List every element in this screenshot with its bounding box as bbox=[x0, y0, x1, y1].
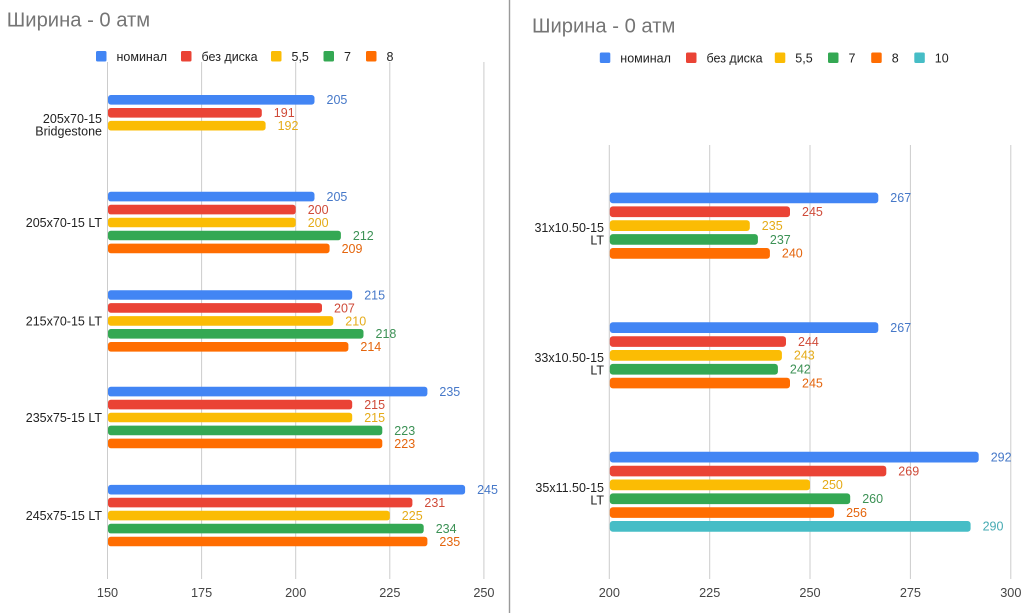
svg-text:7: 7 bbox=[849, 51, 856, 65]
svg-text:200: 200 bbox=[308, 203, 329, 217]
svg-text:205: 205 bbox=[327, 190, 348, 204]
svg-text:8: 8 bbox=[892, 51, 899, 65]
svg-text:33x10.50-15: 33x10.50-15 bbox=[534, 351, 604, 365]
svg-text:245: 245 bbox=[802, 376, 823, 390]
svg-text:200: 200 bbox=[308, 216, 329, 230]
svg-text:250: 250 bbox=[822, 478, 843, 492]
svg-text:214: 214 bbox=[360, 340, 381, 354]
svg-text:267: 267 bbox=[890, 191, 911, 205]
svg-text:205x70-15 LT: 205x70-15 LT bbox=[26, 216, 103, 230]
svg-text:10: 10 bbox=[935, 51, 949, 65]
svg-text:235: 235 bbox=[439, 385, 460, 399]
svg-text:215: 215 bbox=[364, 398, 385, 412]
svg-text:150: 150 bbox=[97, 586, 118, 600]
svg-text:205x70-15: 205x70-15 bbox=[43, 112, 102, 126]
svg-text:215: 215 bbox=[364, 288, 385, 302]
svg-text:235: 235 bbox=[439, 535, 460, 549]
svg-text:245: 245 bbox=[477, 483, 498, 497]
svg-text:234: 234 bbox=[436, 522, 457, 536]
svg-text:175: 175 bbox=[191, 586, 212, 600]
svg-text:250: 250 bbox=[473, 586, 494, 600]
svg-text:35x11.50-15: 35x11.50-15 bbox=[535, 481, 604, 495]
svg-text:215: 215 bbox=[364, 411, 385, 425]
svg-text:8: 8 bbox=[387, 50, 394, 64]
svg-text:218: 218 bbox=[376, 327, 397, 341]
svg-text:Bridgestone: Bridgestone bbox=[35, 124, 102, 138]
svg-text:275: 275 bbox=[900, 586, 921, 600]
svg-text:LT: LT bbox=[590, 493, 604, 507]
svg-text:31x10.50-15: 31x10.50-15 bbox=[534, 221, 604, 235]
svg-text:225: 225 bbox=[402, 509, 423, 523]
svg-text:215x70-15 LT: 215x70-15 LT bbox=[26, 314, 103, 328]
svg-text:номинал: номинал bbox=[620, 51, 671, 65]
svg-text:209: 209 bbox=[342, 242, 363, 256]
svg-text:245: 245 bbox=[802, 205, 823, 219]
svg-text:Ширина - 0 атм: Ширина - 0 атм bbox=[532, 15, 675, 37]
svg-text:237: 237 bbox=[770, 233, 791, 247]
svg-text:223: 223 bbox=[394, 424, 415, 438]
svg-text:269: 269 bbox=[898, 464, 919, 478]
svg-text:225: 225 bbox=[699, 586, 720, 600]
svg-text:225: 225 bbox=[379, 586, 400, 600]
svg-text:номинал: номинал bbox=[117, 50, 168, 64]
svg-text:200: 200 bbox=[285, 586, 306, 600]
svg-text:Ширина - 0 атм: Ширина - 0 атм bbox=[7, 10, 150, 32]
svg-text:без диска: без диска bbox=[202, 50, 258, 64]
svg-text:191: 191 bbox=[274, 106, 295, 120]
svg-text:223: 223 bbox=[394, 437, 415, 451]
svg-text:212: 212 bbox=[353, 229, 374, 243]
svg-text:192: 192 bbox=[278, 119, 299, 133]
svg-text:300: 300 bbox=[1000, 586, 1021, 600]
svg-text:260: 260 bbox=[862, 492, 883, 506]
svg-text:235: 235 bbox=[762, 219, 783, 233]
svg-text:5,5: 5,5 bbox=[795, 51, 812, 65]
svg-text:240: 240 bbox=[782, 247, 803, 261]
svg-text:244: 244 bbox=[798, 335, 819, 349]
svg-text:242: 242 bbox=[790, 363, 811, 377]
svg-text:256: 256 bbox=[846, 506, 867, 520]
svg-text:205: 205 bbox=[327, 93, 348, 107]
svg-text:243: 243 bbox=[794, 349, 815, 363]
svg-text:5,5: 5,5 bbox=[292, 50, 309, 64]
svg-text:7: 7 bbox=[344, 50, 351, 64]
svg-text:250: 250 bbox=[799, 586, 820, 600]
svg-text:LT: LT bbox=[590, 363, 604, 377]
svg-text:LT: LT bbox=[590, 233, 604, 247]
svg-text:без диска: без диска bbox=[707, 51, 763, 65]
svg-text:210: 210 bbox=[345, 314, 366, 328]
svg-text:207: 207 bbox=[334, 301, 355, 315]
svg-text:292: 292 bbox=[991, 451, 1012, 465]
svg-text:231: 231 bbox=[424, 496, 445, 510]
svg-text:290: 290 bbox=[983, 520, 1004, 534]
svg-text:267: 267 bbox=[890, 321, 911, 335]
svg-text:200: 200 bbox=[599, 586, 620, 600]
svg-text:245x75-15 LT: 245x75-15 LT bbox=[26, 509, 103, 523]
svg-text:235x75-15 LT: 235x75-15 LT bbox=[26, 411, 103, 425]
